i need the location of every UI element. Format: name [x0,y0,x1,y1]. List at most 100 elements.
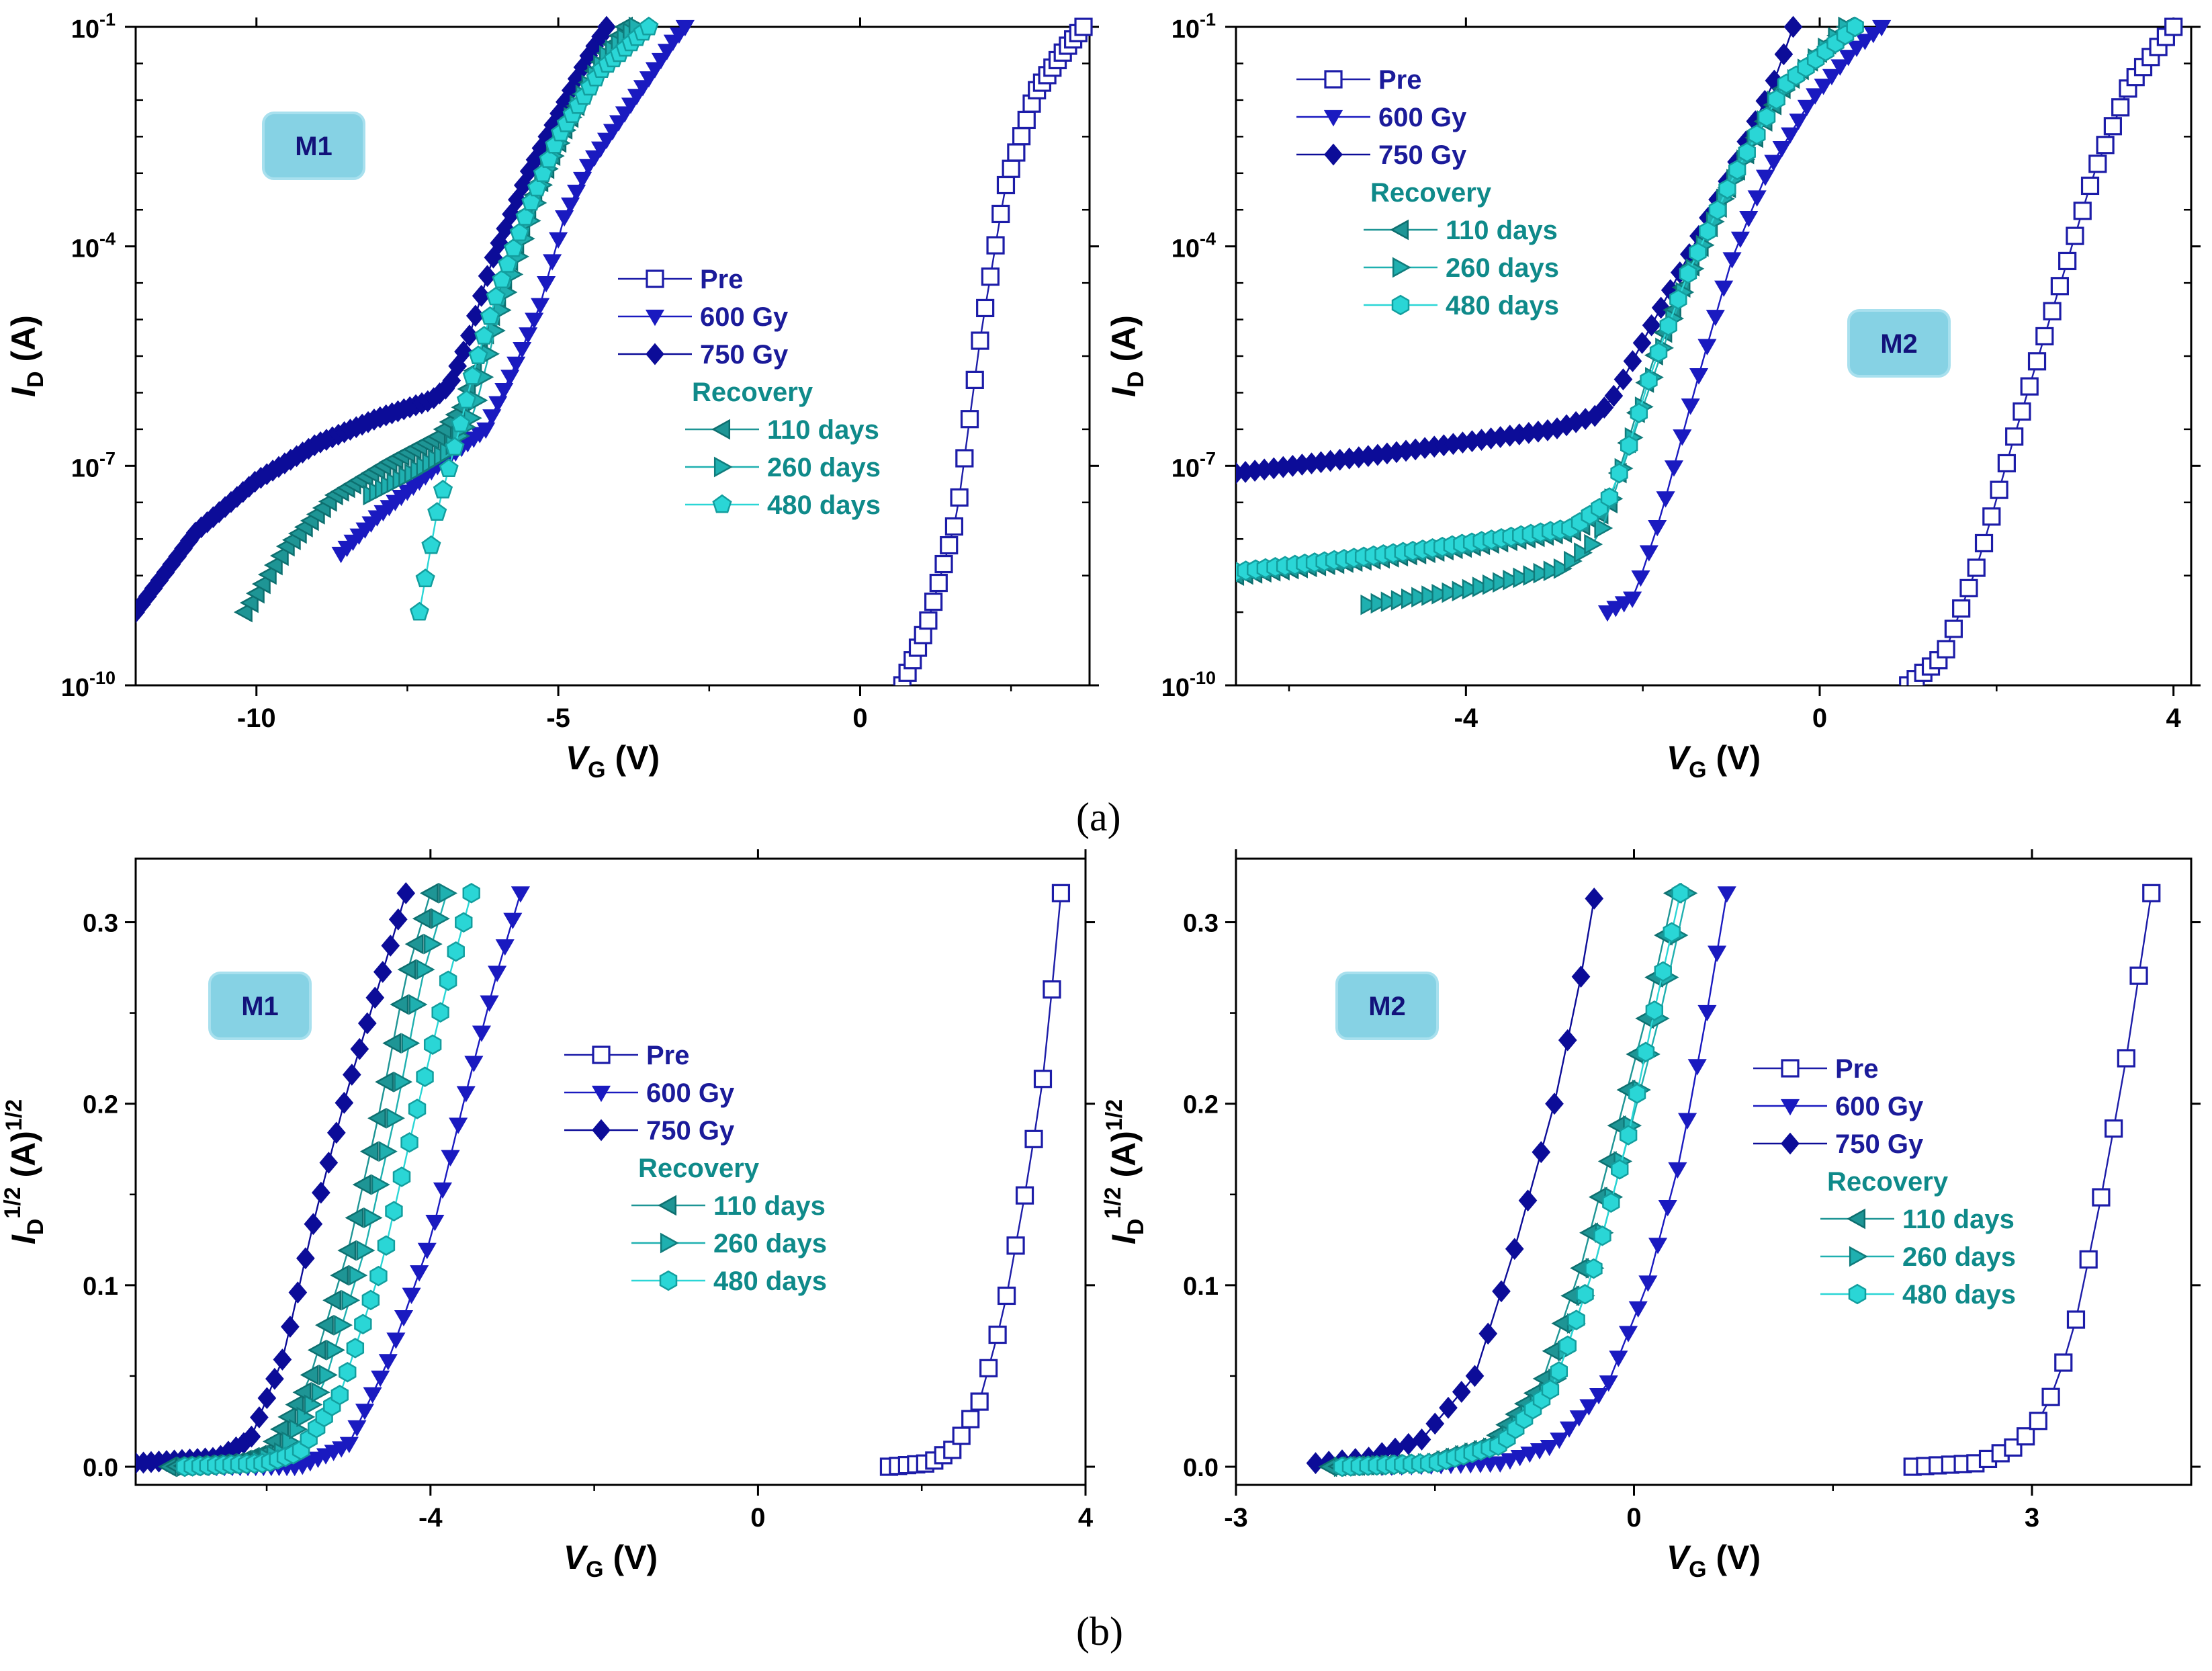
data-point-rec110 [352,1174,371,1195]
data-point-pre [944,517,964,536]
legend-marker-dose750 [646,343,664,366]
data-point-dose750 [1632,332,1652,354]
x-tick-label: -4 [1454,703,1478,733]
y-tick-label: 0.3 [83,910,118,938]
data-point-rec480 [1645,1000,1664,1021]
data-point-dose600 [1764,155,1783,171]
data-point-rec260 [1380,591,1400,612]
data-point-rec480 [1636,1041,1655,1063]
data-point-rec480 [1649,342,1668,363]
data-point-rec480 [1708,200,1727,220]
data-point-dose600 [1722,252,1742,269]
data-point-rec480 [1593,1226,1611,1246]
data-point-dose750 [508,188,527,211]
data-point-dose600 [513,342,532,359]
data-point-rec110 [269,545,289,566]
plot-area [1306,883,2161,1477]
data-point-rec480 [521,191,541,211]
panel-label-b: (b) [1076,1609,1123,1654]
data-point-pre [2117,1049,2135,1068]
data-point-dose600 [339,1437,359,1453]
data-point-rec480 [409,601,429,621]
data-point-dose750 [1613,368,1633,391]
data-point-dose750 [1585,888,1604,910]
data-point-rec110 [315,1314,334,1336]
data-point-rec260 [371,1174,390,1195]
data-point-pre [2050,277,2069,296]
y-tick-label: 10-10 [1161,668,1216,702]
data-point-pre [1006,1236,1025,1255]
data-point-pre [2035,327,2054,346]
legend-marker-rec260 [1392,257,1411,278]
data-point-pre [952,1426,971,1445]
data-point-pre [2073,202,2092,220]
data-point-dose600 [347,1420,367,1437]
data-point-rec260 [356,1240,375,1261]
data-point-dose600 [1664,460,1684,477]
plot-area [1236,15,2183,685]
data-point-rec110 [1542,1340,1561,1362]
plot-frame [1235,857,2193,1486]
data-point-rec110 [375,1071,394,1092]
data-point-dose750 [502,203,521,226]
data-point-rec480 [1611,1159,1629,1180]
data-point-dose600 [1530,1443,1550,1460]
data-point-pre [2017,1427,2035,1446]
legend-label-rec260: 260 days [713,1229,827,1258]
legend-label-pre: Pre [646,1041,690,1070]
data-point-pre [929,573,948,593]
data-point-dose600 [386,1332,406,1349]
data-point-pre [919,611,938,630]
data-point-dose750 [1604,384,1624,407]
data-point-dose750 [442,370,461,392]
legend-marker-dose750 [1324,143,1343,166]
legend-label-pre: Pre [1378,65,1422,95]
data-point-dose600 [1668,1162,1687,1179]
data-point-dose600 [1730,231,1750,248]
data-point-dose600 [1631,570,1650,587]
data-point-rec260 [1401,588,1420,609]
data-point-dose600 [1609,1351,1628,1367]
data-point-rec480 [1757,107,1776,128]
data-point-rec110 [390,994,409,1015]
data-point-dose750 [357,1012,377,1035]
data-point-pre [2058,251,2077,271]
data-point-pre [965,370,984,389]
y-tick-label: 0.2 [1183,1091,1219,1119]
data-point-dose600 [494,382,514,400]
series-dose600 [1597,19,1892,622]
data-point-dose750 [1774,43,1794,66]
legend-marker-pre [646,269,664,288]
data-point-dose600 [1491,1456,1510,1473]
legend-marker-rec260 [660,1232,679,1254]
legend-marker-rec260 [1849,1246,1868,1267]
data-point-dose600 [549,232,568,249]
data-point-dose750 [1651,296,1671,319]
data-point-dose600 [1830,59,1850,76]
data-point-dose600 [1639,545,1658,562]
y-tick-label: 0.2 [83,1091,118,1119]
data-point-dose600 [1681,398,1700,415]
legend-marker-pre [592,1045,611,1064]
legend-marker-pre [1324,70,1343,89]
data-point-rec480 [423,1034,442,1055]
data-point-rec110 [263,554,283,576]
series-line-pre [889,893,1062,1468]
data-point-pre [2129,966,2148,985]
data-point-rec480 [1602,1192,1620,1213]
data-point-dose750 [496,217,515,240]
data-point-rec480 [539,149,559,168]
data-point-dose750 [1532,1141,1551,1164]
data-point-rec480 [439,458,459,477]
data-point-rec480 [385,1201,403,1222]
data-point-rec260 [439,883,458,904]
data-point-dose600 [1822,69,1842,86]
data-point-dose600 [417,1242,437,1260]
data-point-dose600 [537,276,556,293]
data-point-pre [1944,619,1963,638]
data-point-rec480 [1728,159,1746,181]
data-point-dose600 [1863,27,1883,44]
data-point-dose600 [1797,99,1816,116]
plot-area [136,15,1093,685]
data-point-rec260 [1493,572,1511,593]
